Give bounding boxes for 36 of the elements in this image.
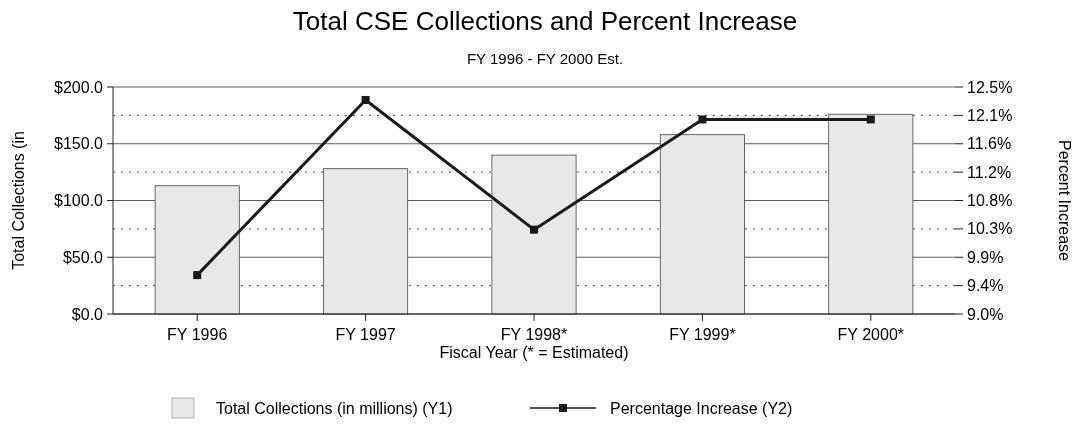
y2-axis-title: Percent Increase: [1056, 140, 1073, 262]
y-tick-label: $0.0: [71, 305, 104, 323]
chart-title: Total CSE Collections and Percent Increase: [292, 6, 798, 36]
y2-tick-label: 12.1%: [967, 106, 1013, 124]
point: [698, 115, 707, 124]
y-tick-label: $50.0: [62, 248, 104, 266]
bar: [659, 134, 745, 315]
y-axis-title: Total Collections (in: [10, 131, 27, 270]
legend-label: Total Collections (in millions) (Y1): [216, 399, 453, 417]
x-tick-label: FY 1998*: [500, 326, 568, 343]
bar: [323, 168, 409, 315]
x-axis-title: Fiscal Year (* = Estimated): [439, 344, 629, 361]
x-tick-label: FY 1996: [167, 326, 228, 343]
point: [530, 225, 538, 234]
x-tick-label: FY 1999*: [669, 326, 736, 343]
y2-tick-label: 9.0%: [967, 305, 1004, 323]
y2-tick-label: 9.4%: [967, 277, 1004, 295]
y-tick-label: $100.0: [54, 192, 104, 210]
y-tick-label: $200.0: [54, 78, 104, 96]
x-tick-label: FY 2000*: [837, 326, 905, 343]
y2-tick-label: 10.8%: [967, 192, 1013, 210]
y2-tick-label: 9.9%: [967, 248, 1004, 266]
y-tick-label: $150.0: [54, 135, 104, 153]
point: [193, 271, 202, 280]
y2-tick-label: 10.3%: [967, 220, 1013, 238]
point: [866, 115, 875, 124]
y2-tick-label: 11.2%: [967, 163, 1012, 181]
chart-subtitle: FY 1996 - FY 2000 Est.: [466, 50, 624, 67]
bar: [828, 113, 914, 315]
bar: [491, 154, 577, 315]
x-tick-label: FY 1997: [335, 326, 396, 343]
legend-label: Percentage Increase (Y2): [610, 399, 793, 417]
bar: [154, 185, 240, 315]
point: [361, 95, 370, 104]
y2-tick-label: 12.5%: [967, 78, 1013, 96]
y2-tick-label: 11.6%: [967, 135, 1012, 153]
